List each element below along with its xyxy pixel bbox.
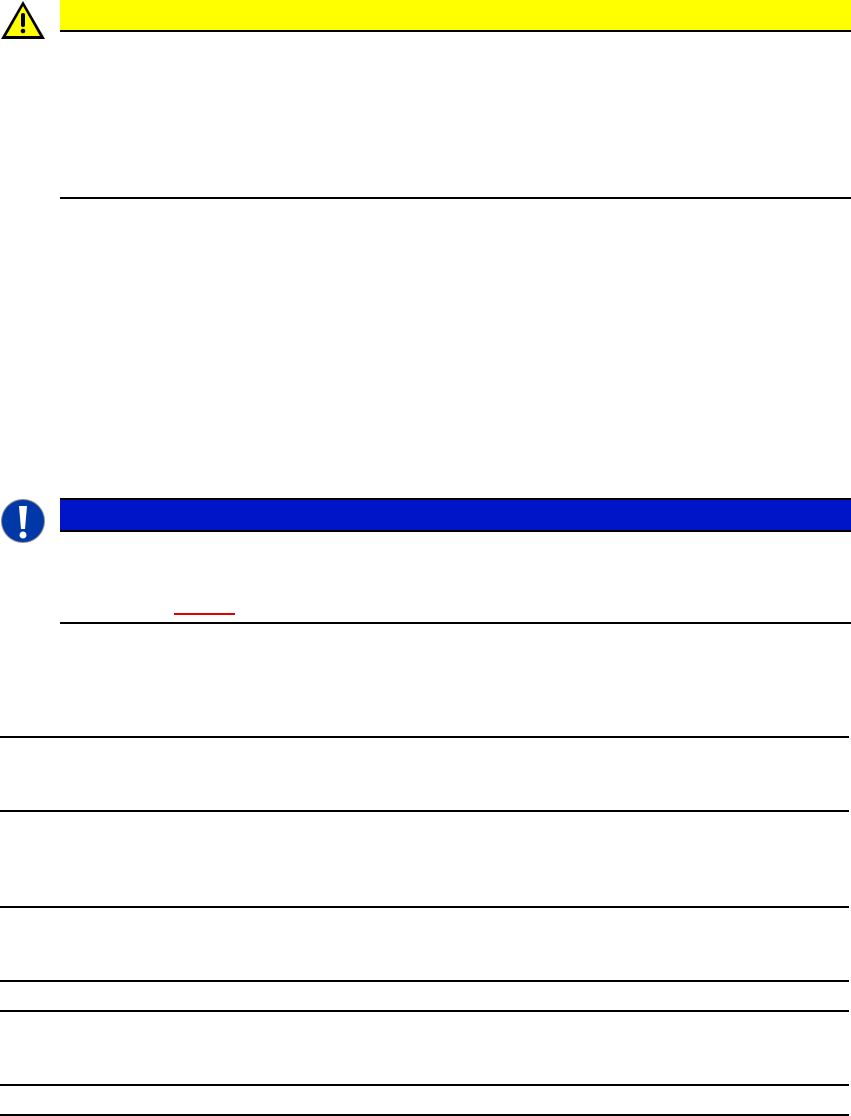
exclamation-circle-icon: [0, 498, 46, 544]
table-row-border: [0, 906, 849, 908]
notice-section-divider: [60, 622, 851, 624]
warning-triangle-icon: [0, 0, 46, 40]
warning-section-divider: [60, 197, 851, 199]
link-underline[interactable]: [174, 613, 235, 615]
notice-banner: [60, 498, 851, 532]
table-row-border: [0, 1084, 849, 1086]
table-row-border: [0, 810, 849, 812]
table-row-border: [0, 1010, 849, 1012]
table-row-border: [0, 980, 849, 982]
warning-banner: [60, 0, 851, 32]
table-row-border: [0, 1114, 849, 1116]
table-row-border: [0, 736, 849, 738]
